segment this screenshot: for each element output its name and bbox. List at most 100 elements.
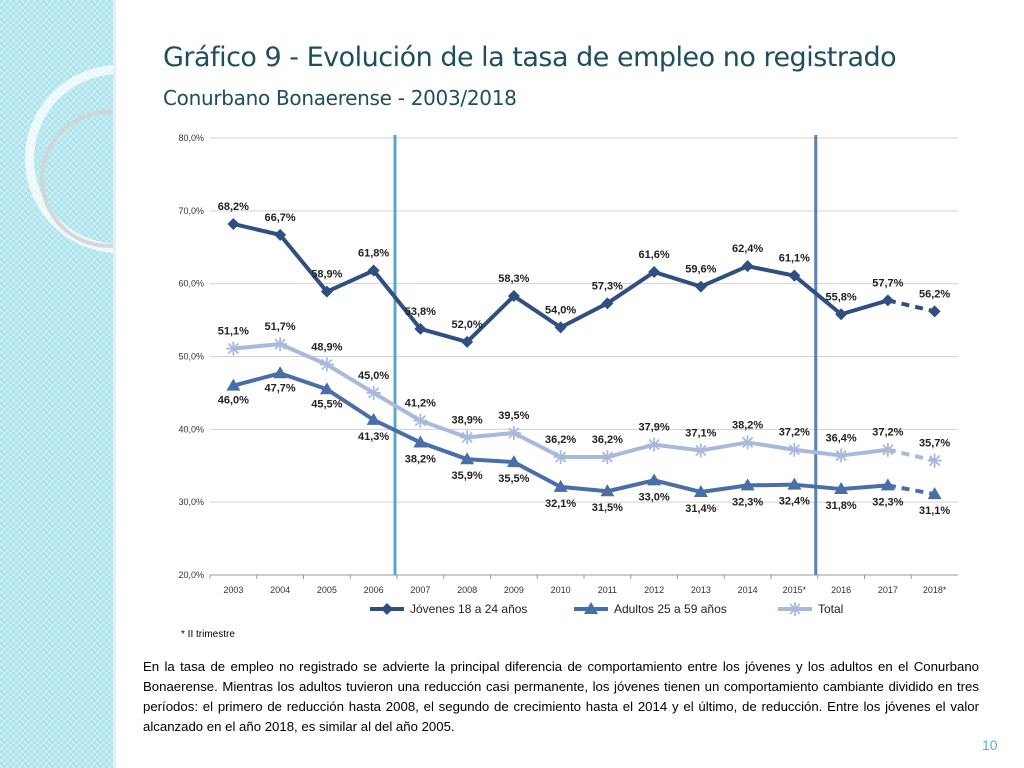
data-point bbox=[320, 285, 333, 298]
x-tick-label: 2013 bbox=[691, 585, 711, 595]
data-point bbox=[506, 455, 521, 468]
data-label: 59,6% bbox=[685, 264, 716, 276]
data-point bbox=[413, 413, 428, 428]
data-point bbox=[553, 450, 568, 465]
data-point bbox=[834, 448, 849, 463]
data-point bbox=[881, 294, 894, 307]
x-tick-label: 2016 bbox=[831, 585, 851, 595]
data-label: 55,8% bbox=[826, 291, 857, 303]
data-point bbox=[600, 484, 615, 497]
data-label: 37,1% bbox=[685, 427, 716, 439]
data-point bbox=[787, 442, 802, 457]
series-dashed-segment-2 bbox=[887, 447, 936, 463]
data-label: 37,2% bbox=[872, 427, 903, 439]
data-label: 52,0% bbox=[452, 319, 483, 331]
data-label: 45,0% bbox=[358, 370, 389, 382]
data-label: 32,3% bbox=[872, 496, 903, 508]
data-point bbox=[460, 452, 475, 465]
data-point bbox=[788, 269, 801, 282]
side-strip-edge bbox=[113, 0, 116, 768]
data-point bbox=[553, 479, 568, 492]
data-point bbox=[319, 357, 334, 372]
y-tick-label: 60,0% bbox=[178, 279, 204, 289]
data-point bbox=[693, 443, 708, 458]
data-label: 38,2% bbox=[405, 453, 436, 465]
data-label: 38,9% bbox=[452, 414, 483, 426]
data-label: 31,1% bbox=[919, 505, 950, 517]
data-point bbox=[506, 425, 521, 440]
y-tick-label: 50,0% bbox=[178, 352, 204, 362]
data-point bbox=[413, 435, 428, 448]
line-chart: 20,0% 30,0% 40,0% 50,0% 60,0% 70,0% 80,0% 2003 2… bbox=[178, 133, 958, 616]
data-point bbox=[366, 385, 381, 400]
data-label: 35,9% bbox=[452, 470, 483, 482]
data-point bbox=[507, 290, 520, 303]
data-label: 51,1% bbox=[218, 325, 249, 337]
legend-marker bbox=[788, 602, 802, 616]
data-label: 57,3% bbox=[592, 280, 623, 292]
series-dashed-segment-1 bbox=[887, 483, 935, 497]
series-dashed-segment-0 bbox=[887, 298, 936, 314]
y-tick-label: 30,0% bbox=[178, 497, 204, 507]
data-point bbox=[319, 382, 334, 395]
y-tick-label: 70,0% bbox=[178, 206, 204, 216]
data-point bbox=[647, 437, 662, 452]
data-label: 31,8% bbox=[826, 500, 857, 512]
legend-label: Adultos 25 a 59 años bbox=[614, 602, 727, 616]
data-label: 51,7% bbox=[265, 321, 296, 333]
chart-footnote: * II trimestre bbox=[181, 629, 235, 640]
data-point bbox=[414, 322, 427, 335]
data-point bbox=[601, 297, 614, 310]
data-point bbox=[227, 217, 240, 230]
data-label: 48,9% bbox=[311, 342, 342, 354]
legend-marker bbox=[381, 603, 393, 615]
data-label: 31,5% bbox=[592, 502, 623, 514]
data-label: 32,1% bbox=[545, 498, 576, 510]
data-label: 61,8% bbox=[358, 248, 389, 260]
data-label: 66,7% bbox=[265, 212, 296, 224]
data-point bbox=[273, 366, 288, 379]
data-point bbox=[835, 308, 848, 321]
data-label: 32,4% bbox=[779, 496, 810, 508]
data-point bbox=[740, 478, 755, 491]
data-point bbox=[366, 412, 381, 425]
x-tick-label: 2005 bbox=[317, 585, 337, 595]
x-tick-label: 2012 bbox=[644, 585, 664, 595]
legend-label: Total bbox=[818, 602, 843, 616]
data-label: 57,7% bbox=[872, 277, 903, 289]
data-point bbox=[694, 280, 707, 293]
x-tick-label: 2018* bbox=[923, 585, 947, 595]
data-point bbox=[880, 478, 895, 491]
data-label: 45,5% bbox=[311, 398, 342, 410]
x-tick-label: 2017 bbox=[878, 585, 898, 595]
data-point bbox=[647, 473, 662, 486]
data-label: 33,0% bbox=[639, 491, 670, 503]
data-label: 36,2% bbox=[592, 434, 623, 446]
data-point bbox=[648, 266, 661, 279]
x-tick-label: 2010 bbox=[551, 585, 571, 595]
y-tick-label: 40,0% bbox=[178, 424, 204, 434]
data-label: 41,2% bbox=[405, 398, 436, 410]
data-label: 41,3% bbox=[358, 431, 389, 443]
data-label: 68,2% bbox=[218, 201, 249, 213]
data-point bbox=[226, 378, 241, 391]
data-label: 58,3% bbox=[498, 273, 529, 285]
x-tick-label: 2011 bbox=[598, 585, 617, 595]
legend-marker bbox=[584, 602, 598, 614]
data-point bbox=[273, 337, 288, 352]
x-tick-label: 2008 bbox=[457, 585, 477, 595]
y-tick-label: 20,0% bbox=[178, 570, 204, 580]
data-point bbox=[927, 453, 942, 468]
data-point bbox=[834, 482, 849, 495]
data-point bbox=[460, 430, 475, 445]
data-label: 38,2% bbox=[732, 419, 763, 431]
x-tick-label: 2003 bbox=[223, 585, 243, 595]
data-label: 58,9% bbox=[311, 269, 342, 281]
data-label: 62,4% bbox=[732, 243, 763, 255]
data-label: 56,2% bbox=[919, 288, 950, 300]
description-paragraph: En la tasa de empleo no registrado se ad… bbox=[143, 659, 979, 734]
data-label: 36,2% bbox=[545, 434, 576, 446]
page-number: 10 bbox=[982, 737, 998, 753]
y-tick-label: 80,0% bbox=[178, 133, 204, 143]
data-point bbox=[741, 260, 754, 273]
